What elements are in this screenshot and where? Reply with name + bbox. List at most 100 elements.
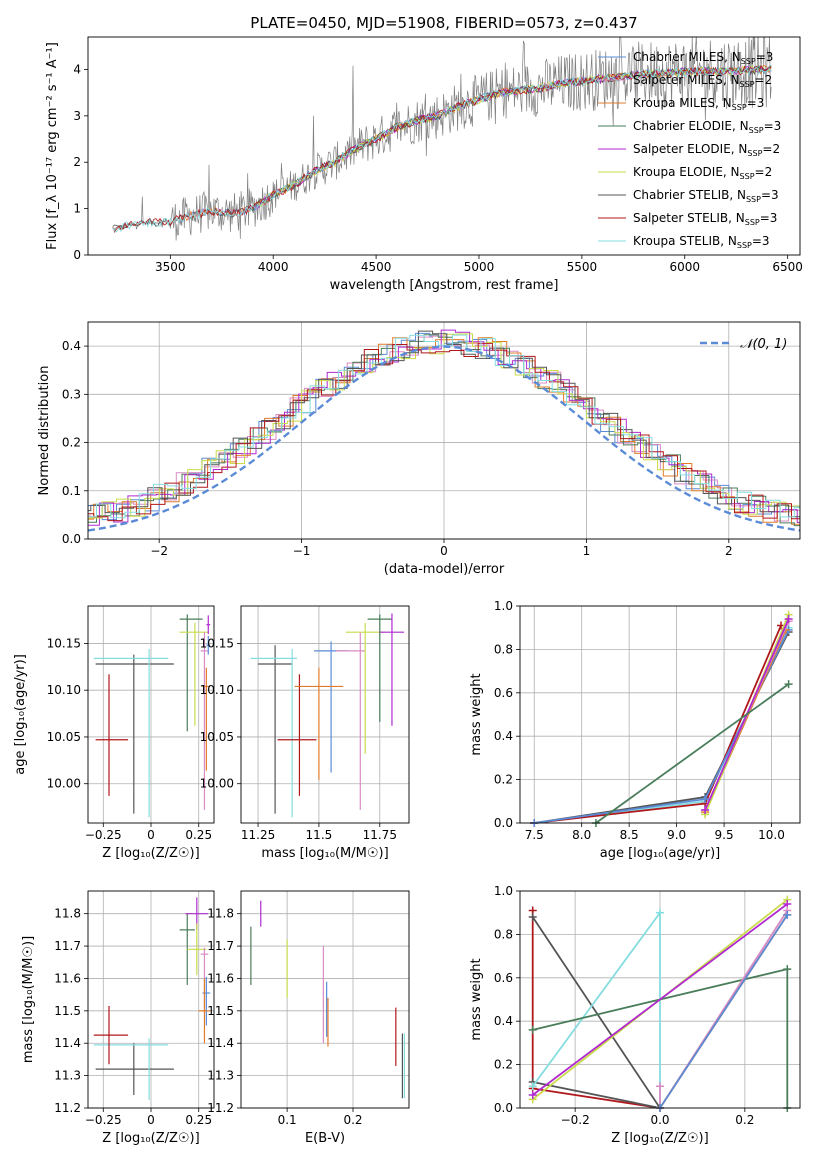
residual-y-label: Normed distribution	[37, 366, 52, 496]
y-tick-label: 10.05	[200, 730, 234, 744]
y-tick-label: 10.00	[47, 777, 81, 791]
y-tick-label: 1.0	[494, 884, 513, 898]
massweight_vs_age-axes: 7.5 8.0 8.5 9.0 9.5 10.0 0.0 0.2 0.4 0.6 0.8 1.0	[494, 599, 800, 842]
errorbar-chabrier_stelib	[95, 1043, 174, 1096]
errorbar-salpeter_miles	[335, 632, 366, 810]
massweight_vs_Z-x-label: Z [log₁₀(Z/Z☉)]	[611, 1131, 708, 1146]
y-tick-label: 11.3	[207, 1069, 234, 1083]
histogram-salpeter_stelib	[88, 342, 800, 522]
errorbar-kroupa_stelib	[93, 1038, 169, 1100]
y-tick-label: 0.1	[62, 484, 81, 498]
x-tick-label: 0	[147, 1113, 155, 1127]
y-tick-label: 11.5	[54, 1004, 81, 1018]
errorbar-chabrier_miles	[206, 635, 211, 655]
x-tick-label: 0	[440, 544, 448, 558]
errorbar-kroupa_miles	[294, 667, 344, 780]
massweight_vs_Z-y-label: mass weight	[469, 958, 484, 1040]
histogram-kroupa_elodie	[88, 333, 800, 532]
y-tick-label: 1.0	[494, 599, 513, 613]
x-tick-label: 11.75	[363, 828, 397, 842]
gaussian-curve	[87, 345, 801, 532]
x-tick-label: 10.0	[758, 828, 785, 842]
errorbar-salpeter_stelib	[95, 674, 129, 796]
y-tick-label: 0.2	[494, 1058, 513, 1072]
x-tick-label: 6500	[772, 260, 803, 274]
age_vs_mass-axes: 11.25 11.5 11.75 10.00 10.05 10.10 10.15	[200, 606, 409, 842]
weight-line-chabrier_miles	[659, 914, 789, 1109]
y-tick-label: 2	[73, 155, 81, 169]
x-tick-label: 4000	[258, 260, 289, 274]
y-tick-label: 11.5	[207, 1004, 234, 1018]
weight-marker	[528, 1025, 537, 1034]
legend-entry: Kroupa MILES, NSSP=3	[633, 96, 764, 112]
x-tick-label: −0.25	[85, 828, 122, 842]
weight-marker	[784, 615, 793, 624]
y-tick-label: 11.2	[54, 1101, 81, 1115]
y-tick-label: 11.7	[207, 939, 234, 953]
errorbar-salpeter_miles	[200, 632, 209, 810]
y-tick-label: 3	[73, 109, 81, 123]
errorbar-kroupa_elodie	[345, 622, 385, 754]
weight-line-chabrier_elodie	[595, 683, 790, 824]
errorbar-chabrier_stelib	[95, 654, 174, 814]
mass_vs_Z-y-label: mass [log₁₀(M/M☉)]	[21, 936, 36, 1063]
errorbar-chabrier_stelib	[258, 645, 293, 814]
weight-marker	[528, 913, 537, 922]
errorbar-kroupa_stelib	[93, 649, 169, 818]
figure-title: PLATE=0450, MJD=51908, FIBERID=0573, z=0…	[250, 14, 637, 32]
mass_vs_ebv-x-label: E(B-V)	[305, 1131, 345, 1146]
x-tick-label: 9.0	[667, 828, 686, 842]
x-tick-label: 8.5	[620, 828, 639, 842]
errorbar-kroupa_elodie	[179, 622, 209, 726]
histogram-kroupa_stelib	[88, 334, 800, 519]
x-tick-label: 0.2	[343, 1113, 362, 1127]
spectrum-legend: Chabrier MILES, NSSP=3 Salpeter MILES, NS…	[598, 50, 781, 250]
legend-entry: Chabrier ELODIE, NSSP=3	[633, 119, 781, 135]
legend-entry: Salpeter MILES, NSSP=2	[633, 73, 772, 89]
errorbar-kroupa_miles	[198, 978, 211, 1044]
errorbar-kroupa_stelib	[250, 649, 297, 818]
x-tick-label: 5000	[464, 260, 495, 274]
weight-line-salpeter_elodie	[532, 903, 788, 1096]
legend-entry: Chabrier STELIB, NSSP=3	[633, 188, 779, 204]
y-tick-label: 10.05	[47, 730, 81, 744]
y-tick-label: 0.6	[494, 971, 513, 985]
y-tick-label: 4	[73, 62, 81, 76]
legend-entry: Chabrier MILES, NSSP=3	[633, 50, 773, 66]
y-tick-label: 0.8	[494, 642, 513, 656]
x-tick-label: −1	[293, 544, 311, 558]
y-tick-label: 11.4	[207, 1036, 234, 1050]
y-tick-label: 10.15	[47, 636, 81, 650]
y-tick-label: 0.2	[62, 436, 81, 450]
spectrum-model-salpeter_stelib	[112, 65, 772, 233]
residual-x-label: (data-model)/error	[384, 562, 505, 577]
histogram-salpeter_elodie	[88, 329, 800, 526]
weight-marker	[783, 965, 792, 974]
y-tick-label: 0.8	[494, 927, 513, 941]
x-tick-label: 11.5	[306, 828, 333, 842]
weight-marker	[783, 910, 792, 919]
age_vs_Z-frame	[87, 605, 215, 824]
mass_vs_Z-x-label: Z [log₁₀(Z/Z☉)]	[102, 1131, 199, 1146]
y-tick-label: 0.4	[494, 729, 513, 743]
age_vs_mass-x-label: mass [log₁₀(M/M☉)]	[261, 846, 388, 861]
y-tick-label: 11.8	[54, 907, 81, 921]
legend-entry: Salpeter ELODIE, NSSP=2	[633, 142, 780, 158]
weight-marker	[701, 805, 710, 814]
errorbar-salpeter_stelib	[277, 674, 317, 796]
weight-marker	[656, 1082, 664, 1091]
legend-entry: Salpeter STELIB, NSSP=3	[633, 211, 777, 227]
errorbar-chabrier_elodie	[179, 614, 203, 732]
y-tick-label: 11.3	[54, 1069, 81, 1083]
errorbar-chabrier_miles	[202, 976, 211, 1026]
mass_vs_ebv-axes: 0.1 0.2 11.2 11.3 11.4 11.5 11.6 11.7 11.8	[207, 891, 409, 1127]
x-tick-label: 7.5	[525, 828, 544, 842]
spectrum-model-kroupa_stelib	[112, 66, 772, 233]
weight-marker	[528, 1082, 537, 1091]
weight-marker	[656, 908, 664, 917]
weight-marker	[528, 1090, 537, 1099]
spectrum-axes: 3500 4000 4500 5000 5500 6000 6500 0 1 2 3 4	[73, 62, 803, 274]
y-tick-label: 11.6	[54, 971, 81, 985]
x-tick-label: 9.5	[715, 828, 734, 842]
